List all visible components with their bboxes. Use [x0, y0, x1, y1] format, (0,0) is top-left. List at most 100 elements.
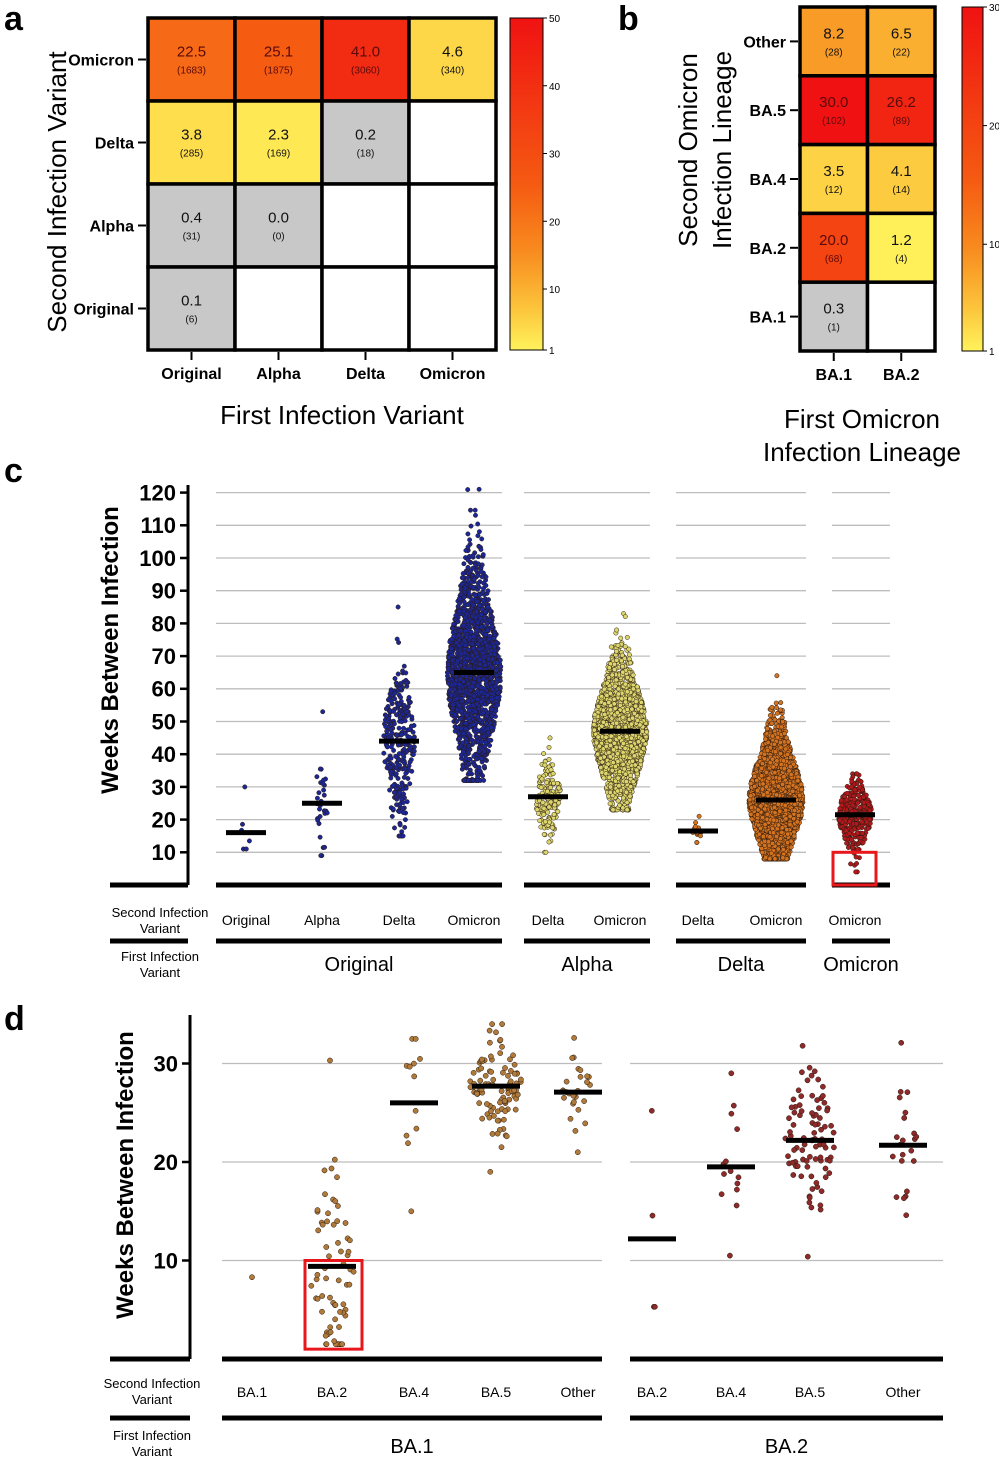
data-point — [620, 795, 626, 801]
data-point — [451, 621, 457, 627]
data-point — [486, 597, 491, 603]
data-point — [541, 812, 547, 817]
data-point — [607, 801, 613, 807]
data-point — [603, 734, 609, 740]
data-point — [470, 553, 476, 559]
data-point — [638, 758, 644, 764]
data-point — [314, 795, 320, 801]
data-point — [398, 694, 404, 700]
data-point — [550, 762, 556, 768]
cell-value: 41.0 — [351, 44, 380, 61]
data-point — [399, 719, 405, 725]
data-point — [482, 609, 488, 615]
data-point — [479, 574, 485, 580]
data-point — [618, 658, 624, 664]
series-Alpha-Omicron — [590, 611, 650, 813]
data-point — [401, 746, 407, 752]
data-point — [476, 603, 482, 608]
data-point — [472, 507, 478, 513]
data-point — [486, 656, 492, 662]
data-point — [618, 635, 624, 641]
data-point — [388, 775, 394, 781]
data-point — [471, 584, 476, 590]
data-point — [495, 654, 501, 660]
data-point — [391, 783, 397, 788]
data-point — [619, 652, 625, 658]
data-point — [468, 629, 474, 635]
data-point — [606, 675, 612, 681]
data-point — [400, 668, 406, 674]
data-point — [391, 708, 396, 714]
data-point — [615, 724, 621, 730]
data-point — [464, 634, 470, 640]
data-point — [489, 725, 494, 730]
data-point — [481, 777, 487, 783]
data-point — [449, 636, 455, 642]
data-point — [467, 687, 473, 693]
data-point — [321, 787, 327, 793]
data-point — [243, 846, 249, 852]
data-point — [478, 547, 484, 552]
data-point — [457, 600, 463, 606]
cell-count: (0) — [272, 232, 284, 243]
data-point — [394, 802, 400, 808]
data-point — [475, 714, 481, 720]
data-point — [607, 790, 613, 795]
data-point — [624, 634, 630, 640]
data-point — [621, 753, 627, 759]
heatmap-cell — [233, 265, 324, 352]
series-Original-Delta — [379, 604, 419, 839]
series-Delta-Omicron — [746, 673, 806, 862]
series-Alpha-Delta — [528, 735, 568, 855]
data-point — [449, 652, 455, 658]
heatmap-panel-b: 8.2(28)6.5(22)30.0(102)26.2(89)3.5(12)4.… — [673, 3, 999, 467]
data-point — [631, 711, 637, 716]
data-point — [453, 613, 459, 618]
data-point — [494, 673, 500, 679]
data-point — [620, 669, 626, 675]
panel-letter-a: a — [4, 0, 24, 38]
data-point — [627, 696, 633, 702]
data-point — [465, 531, 471, 537]
data-point — [473, 567, 479, 573]
data-point — [393, 771, 399, 777]
data-point — [484, 643, 490, 649]
second-variant-label: Omicron — [448, 912, 501, 928]
data-point — [450, 702, 456, 708]
data-point — [397, 686, 403, 692]
data-point — [595, 751, 601, 757]
data-point — [460, 749, 466, 755]
data-point — [543, 849, 549, 855]
data-point — [480, 773, 486, 779]
data-point — [477, 657, 483, 662]
data-point — [466, 770, 472, 776]
data-point — [608, 724, 614, 730]
data-point — [623, 789, 629, 795]
data-point — [454, 696, 460, 702]
cell-count: (12) — [825, 185, 843, 196]
data-point — [396, 725, 402, 731]
data-point — [602, 701, 608, 707]
data-point — [471, 693, 477, 699]
data-point — [468, 507, 473, 513]
data-point — [479, 739, 484, 745]
heatmap-cell — [865, 280, 937, 353]
data-point — [592, 712, 598, 718]
data-point — [604, 680, 610, 686]
heatmap-cell — [798, 211, 870, 284]
data-point — [392, 690, 398, 696]
data-point — [475, 533, 481, 539]
data-point — [397, 822, 403, 828]
data-point — [628, 772, 633, 778]
cell-count: (1683) — [177, 66, 206, 77]
x-tick-label: Omicron — [420, 366, 486, 383]
data-point — [622, 681, 628, 687]
data-point — [465, 564, 471, 570]
data-point — [458, 628, 464, 634]
x-axis-title: First Infection Variant — [220, 400, 465, 430]
data-point — [476, 529, 482, 535]
cell-count: (14) — [892, 185, 910, 196]
cell-value: 6.5 — [891, 25, 912, 42]
data-point — [462, 585, 468, 591]
data-point — [464, 712, 470, 718]
